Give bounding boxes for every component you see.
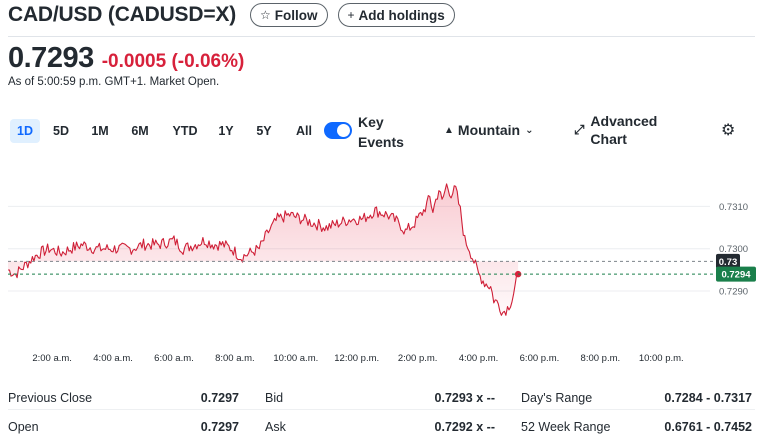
market-timestamp: As of 5:00:59 p.m. GMT+1. Market Open. [8,76,220,88]
follow-button[interactable]: ☆ Follow [250,3,328,27]
stats-row: Open 0.7297 Ask 0.7292 x -- 52 Week Rang… [8,417,755,437]
header-divider [8,36,755,37]
add-holdings-button[interactable]: + Add holdings [337,3,455,27]
stat-label: Day's Range [521,391,593,405]
x-tick-label: 2:00 a.m. [32,353,72,364]
stat-value: 0.7297 [200,391,239,405]
expand-icon: ⤢ [574,122,585,137]
stat-value: 0.7292 x -- [434,420,495,434]
previous-close-badge-label: 0.73 [719,257,738,268]
chart-type-dropdown[interactable]: ▲ Mountain ⌄ [444,122,534,138]
plus-icon: + [347,8,355,22]
y-tick-label: 0.7310 [719,202,748,213]
stat-open: Open 0.7297 [8,417,239,437]
stat-previous-close: Previous Close 0.7297 [8,388,239,408]
chart-toolbar: 1D 5D 1M 6M YTD 1Y 5Y All Key Events ▲ Mountain… [8,112,755,152]
quote-price-block: 0.7293 -0.0005 (-0.06%) [8,42,244,75]
x-axis: 2:00 a.m. 4:00 a.m. 6:00 a.m. 8:00 a.m. 10:0… [32,353,683,364]
stat-52-week-range: 52 Week Range 0.6761 - 0.7452 [521,417,752,437]
key-events-label: Key Events [358,112,404,152]
advanced-chart-label: Advanced Chart [590,112,657,148]
x-tick-label: 4:00 a.m. [93,353,133,364]
stat-label: Bid [265,391,284,405]
stat-ask: Ask 0.7292 x -- [265,417,495,437]
price-change-value: -0.0005 [101,51,167,72]
x-tick-label: 10:00 a.m. [273,353,318,364]
add-holdings-label: Add holdings [358,7,445,23]
range-button-all[interactable]: All [296,124,312,138]
x-tick-label: 10:00 p.m. [639,353,684,364]
toggle-knob [337,124,350,137]
range-button-6m[interactable]: 6M [131,124,149,138]
price-change-percent: (-0.06%) [171,51,245,72]
key-events-toggle[interactable] [324,122,352,139]
stats-divider [8,409,755,410]
mountain-icon: ▲ [444,124,454,136]
y-tick-label: 0.7290 [719,287,748,298]
quote-header: CAD/USD (CADUSD=X) ☆ Follow + Add holdin… [8,2,455,28]
current-price: 0.7293 [8,42,94,74]
current-price-badge [716,266,756,282]
stat-value: 0.7284 - 0.7317 [664,391,752,405]
key-events-label-line1: Key [358,114,384,130]
current-price-badge-label: 0.7294 [721,270,751,281]
range-button-5y[interactable]: 5Y [256,124,272,138]
stat-label: Ask [265,420,286,434]
stat-value: 0.7297 [200,420,239,434]
chart-area [8,183,522,316]
x-tick-label: 8:00 a.m. [215,353,255,364]
y-axis: 0.7310 0.7300 0.7290 [719,202,748,298]
y-tick-label: 0.7300 [719,244,748,255]
follow-label: Follow [274,7,318,23]
advanced-chart-button[interactable]: ⤢ Advanced Chart [574,112,657,148]
range-button-1m[interactable]: 1M [91,124,109,138]
stat-value: 0.6761 - 0.7452 [664,420,752,434]
chart-type-label: Mountain [457,122,521,138]
stat-bid: Bid 0.7293 x -- [265,388,495,408]
x-tick-label: 8:00 p.m. [581,353,621,364]
price-chart[interactable]: 0.7310 0.7300 0.7290 2:00 a.m. 4:00 a.m. 6:0… [0,158,763,373]
range-button-ytd[interactable]: YTD [172,124,198,138]
stat-label: Previous Close [8,391,93,405]
stat-value: 0.7293 x -- [434,391,495,405]
advanced-chart-label-line2: Chart [590,131,627,147]
x-tick-label: 12:00 p.m. [334,353,379,364]
x-tick-label: 6:00 p.m. [520,353,560,364]
price-change: -0.0005 (-0.06%) [102,51,245,73]
area-fill [8,183,519,316]
star-icon: ☆ [260,8,271,22]
price-line [8,183,519,316]
chevron-down-icon: ⌄ [525,124,534,136]
chart-reference-lines [8,260,716,275]
x-tick-label: 6:00 a.m. [154,353,194,364]
stats-row: Previous Close 0.7297 Bid 0.7293 x -- Da… [8,388,755,410]
previous-close-badge [716,253,740,269]
stat-days-range: Day's Range 0.7284 - 0.7317 [521,388,752,408]
stat-label: Open [8,420,39,434]
range-button-5d[interactable]: 5D [53,124,69,138]
range-button-1y[interactable]: 1Y [218,124,234,138]
range-button-1d[interactable]: 1D [10,119,40,143]
key-events-label-line2: Events [358,134,404,150]
stat-label: 52 Week Range [521,420,611,434]
page-title: CAD/USD (CADUSD=X) [8,3,236,26]
gear-icon[interactable]: ⚙ [721,122,736,139]
advanced-chart-label-line1: Advanced [590,113,658,129]
x-tick-label: 2:00 p.m. [398,353,438,364]
x-tick-label: 4:00 p.m. [459,353,499,364]
price-badges: 0.73 0.7294 [716,253,756,282]
